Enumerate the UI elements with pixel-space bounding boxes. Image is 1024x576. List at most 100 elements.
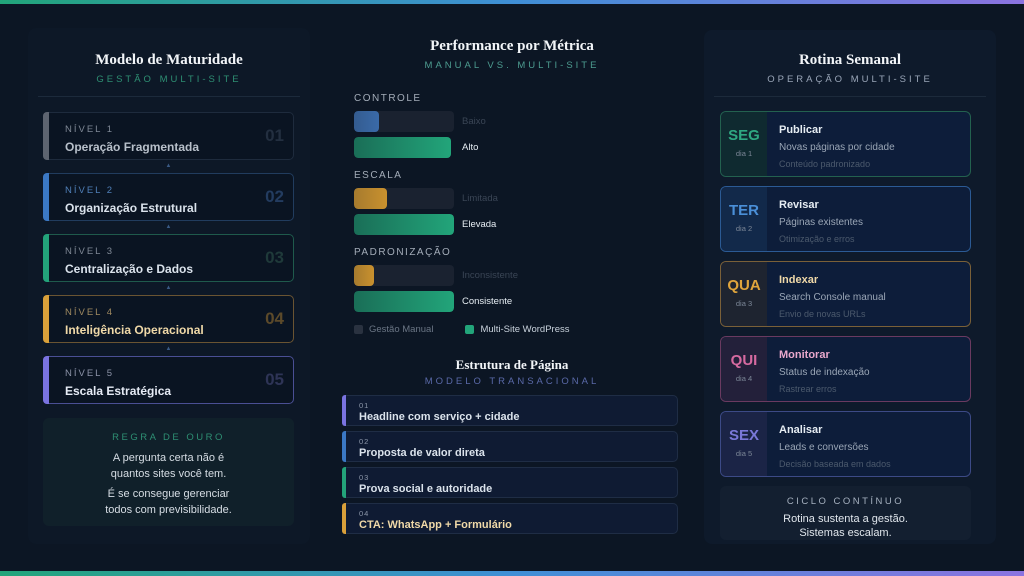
legend-swatch-manual [354,325,363,334]
performance-panel: Performance por Métrica MANUAL VS. MULTI… [332,22,692,562]
bar-value-label: Elevada [462,218,497,230]
bar-row: Baixo [354,110,692,132]
golden-rule-box: REGRA DE OURO A pergunta certa não é quan… [43,418,294,526]
day-note: Envio de novas URLs [779,309,866,319]
metric-group: PADRONIZAÇÃO Inconsistente Consistente [354,247,692,312]
day-code: SEX [728,427,759,444]
divider [714,96,986,97]
day-action: Publicar [779,124,823,136]
routine-subtitle: OPERAÇÃO MULTI-SITE [767,74,933,85]
day-card-qua: QUA dia 3 Indexar Search Console manual Envi… [720,261,971,327]
bar-track [354,213,454,235]
legend-item-manual: Gestão Manual [354,324,433,335]
structure-subtitle: MODELO TRANSACIONAL [424,376,600,387]
step-text: Headline com serviço + cidade [359,411,520,423]
bar-value-label: Baixo [462,115,486,127]
day-number: dia 5 [735,449,753,458]
multisite-bar [354,290,454,312]
golden-rule-line-2: quantos sites você tem. [110,468,227,480]
level-color-bar [43,112,49,160]
bottom-gradient-bar [0,571,1024,576]
multisite-bar [354,213,454,235]
metric-group: ESCALA Limitada Elevada [354,170,692,235]
day-note: Decisão baseada em dados [779,459,891,469]
bar-row: Inconsistente [354,264,692,286]
bar-row: Consistente [354,290,692,312]
day-card-seg: SEG dia 1 Publicar Novas páginas por cidade… [720,111,971,177]
performance-subtitle: MANUAL VS. MULTI-SITE [424,60,600,71]
level-name: Organização Estrutural [65,201,198,215]
day-number: dia 1 [735,149,753,158]
level-name: Operação Fragmentada [65,140,200,154]
level-number: 01 [265,126,284,145]
day-body: Indexar Search Console manual Envio de nov… [767,262,886,326]
bar-value-label: Consistente [462,295,513,307]
level-arrow-icon: ▲ [165,163,172,169]
level-arrow-icon: ▲ [165,285,172,291]
manual-bar [354,110,379,132]
structure-step-4: 04 CTA: WhatsApp + Formulário [342,503,678,534]
day-action: Analisar [779,424,823,436]
performance-chart: CONTROLE Baixo Alto ESCALA Limitada Elevada PA… [354,93,692,312]
step-text: Prova social e autoridade [359,483,493,495]
maturity-level-5: NÍVEL 5 Escala Estratégica 05 [43,356,294,404]
routine-title: Rotina Semanal [798,52,902,68]
maturity-level-1: NÍVEL 1 Operação Fragmentada 01 [43,112,294,160]
step-color-bar [342,467,346,498]
bar-track [354,187,454,209]
structure-title: Estrutura de Página [455,357,569,372]
day-card-ter: TER dia 2 Revisar Páginas existentes Otimiza… [720,186,971,252]
step-text: CTA: WhatsApp + Formulário [359,519,512,531]
metric-label: ESCALA [354,170,403,181]
step-color-bar [342,431,346,462]
level-number: 02 [265,187,284,206]
step-number: 01 [359,401,370,410]
metric-label: CONTROLE [354,93,422,104]
legend-swatch-multisite [465,325,475,334]
day-description: Novas páginas por cidade [779,142,895,153]
level-label: NÍVEL 1 [65,124,115,135]
day-description: Status de indexação [779,367,870,378]
bar-track [354,110,454,132]
level-color-bar [43,234,49,282]
day-description: Search Console manual [779,292,886,303]
metric-group: CONTROLE Baixo Alto [354,93,692,158]
maturity-panel: Modelo de Maturidade GESTÃO MULTI-SITE N… [28,28,310,544]
level-label: NÍVEL 4 [65,307,115,318]
divider [38,96,300,97]
manual-bar [354,264,374,286]
day-action: Revisar [779,199,819,211]
bar-track [354,290,454,312]
level-color-bar [43,295,49,343]
step-text: Proposta de valor direta [359,447,485,459]
day-note: Otimização e erros [779,234,855,244]
cycle-line-2: Sistemas escalam. [799,527,892,539]
level-number: 03 [265,248,284,267]
weekly-days: SEG dia 1 Publicar Novas páginas por cidade… [720,111,971,477]
chart-legend: Gestão Manual Multi-Site WordPress [354,324,692,335]
page-structure-steps: 01 Headline com serviço + cidade 02 Propost… [342,395,678,534]
legend-item-multisite: Multi-Site WordPress [465,324,569,335]
structure-step-1: 01 Headline com serviço + cidade [342,395,678,426]
level-color-bar [43,356,49,404]
bar-row: Alto [354,136,692,158]
bar-track [354,136,454,158]
day-code-column: TER dia 2 [721,187,767,251]
level-number: 05 [265,370,284,389]
bar-row: Elevada [354,213,692,235]
performance-title: Performance por Métrica [430,38,594,54]
day-description: Páginas existentes [779,217,863,228]
manual-bar [354,187,387,209]
day-number: dia 2 [735,224,753,233]
maturity-levels: NÍVEL 1 Operação Fragmentada 01 ▲ NÍVEL 2 Org… [43,112,294,404]
maturity-subtitle: GESTÃO MULTI-SITE [96,74,242,85]
level-color-bar [43,173,49,221]
golden-rule-title: REGRA DE OURO [112,432,225,443]
golden-rule-line-3: É se consegue gerenciar [107,488,230,500]
level-arrow-icon: ▲ [165,346,172,352]
day-body: Publicar Novas páginas por cidade Conteúdo… [767,112,895,176]
day-action: Monitorar [779,349,830,361]
level-arrow-icon: ▲ [165,224,172,230]
day-card-qui: QUI dia 4 Monitorar Status de indexação Rast… [720,336,971,402]
legend-label-multisite: Multi-Site WordPress [480,324,570,335]
